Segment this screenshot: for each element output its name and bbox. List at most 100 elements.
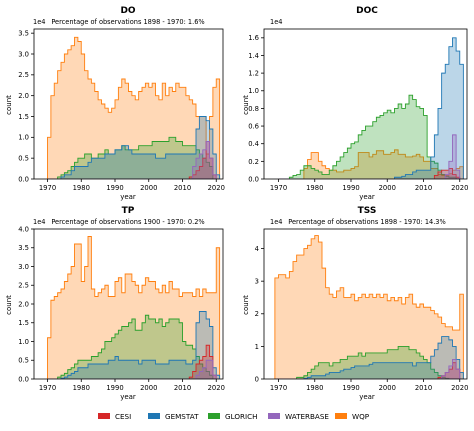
series-wqp bbox=[274, 235, 464, 379]
x-tick-label: 1990 bbox=[106, 384, 123, 392]
panel-title: DOC bbox=[356, 6, 378, 16]
x-tick-label: 2000 bbox=[140, 184, 157, 192]
y-tick-label: 3.5 bbox=[18, 244, 29, 252]
y-tick-label: 1.2 bbox=[248, 70, 259, 78]
plot-area bbox=[47, 36, 221, 179]
series-waterbase bbox=[274, 358, 464, 379]
y-tick-label: 0.5 bbox=[18, 357, 29, 365]
series-glorich bbox=[47, 314, 220, 379]
x-tick-label: 2010 bbox=[415, 184, 432, 192]
y-tick-label: 3.0 bbox=[18, 263, 29, 271]
plot-area bbox=[278, 37, 464, 179]
y-tick-label: 0.8 bbox=[248, 105, 259, 113]
series-wqp bbox=[47, 36, 221, 179]
legend-label-glorich: GLORICH bbox=[225, 412, 258, 421]
legend-swatch-gemstat bbox=[148, 413, 160, 419]
x-tick-label: 2000 bbox=[379, 184, 396, 192]
y-tick-label: 2 bbox=[255, 310, 259, 318]
x-tick-label: 1990 bbox=[106, 184, 123, 192]
series-glorich bbox=[278, 94, 464, 179]
x-tick-label: 1970 bbox=[270, 184, 287, 192]
y-tick-label: 1.0 bbox=[248, 87, 259, 95]
panel-do: DO Percentage of observations 1898 - 197… bbox=[5, 6, 225, 201]
legend-label-cesi: CESI bbox=[115, 412, 131, 421]
x-tick-label: 1970 bbox=[39, 184, 56, 192]
x-tick-label: 2020 bbox=[451, 384, 468, 392]
x-tick-label: 1980 bbox=[306, 184, 323, 192]
y-tick-label: 3 bbox=[255, 278, 259, 286]
y-multiplier: 1e4 bbox=[33, 18, 45, 26]
y-tick-label: 2.5 bbox=[18, 71, 29, 79]
legend-swatch-glorich bbox=[208, 413, 220, 419]
legend-swatch-cesi bbox=[98, 413, 110, 419]
y-tick-label: 2.5 bbox=[18, 282, 29, 290]
series-gemstat bbox=[274, 336, 464, 379]
plot-area bbox=[47, 236, 221, 379]
x-tick-label: 2020 bbox=[208, 184, 225, 192]
x-tick-label: 2000 bbox=[379, 384, 396, 392]
y-multiplier: 1e4 bbox=[33, 218, 45, 226]
x-axis-label: year bbox=[120, 393, 136, 401]
x-tick-label: 2020 bbox=[208, 384, 225, 392]
panel-subtitle: Percentage of observations 1900 - 1970: … bbox=[51, 218, 204, 226]
series-cesi bbox=[47, 344, 220, 379]
y-tick-label: 1.0 bbox=[18, 134, 29, 142]
y-tick-label: 1.0 bbox=[18, 338, 29, 346]
panel-doc: DOC 1e4 year count 1970 1980 1990 2000 2010 2… bbox=[242, 6, 468, 201]
panel-subtitle: Percentage of observations 1898 - 1970: … bbox=[288, 218, 446, 226]
series-waterbase bbox=[47, 359, 220, 379]
panel-tp: TP Percentage of observations 1900 - 197… bbox=[5, 206, 225, 401]
panel-subtitle: Percentage of observations 1898 - 1970: … bbox=[51, 18, 204, 26]
axes-frame bbox=[263, 228, 468, 380]
x-axis-label: year bbox=[120, 193, 136, 201]
y-tick-label: 3.0 bbox=[18, 50, 29, 58]
y-tick-label: 1.5 bbox=[18, 319, 29, 327]
y-axis-label: count bbox=[242, 295, 250, 315]
x-tick-label: 1980 bbox=[306, 384, 323, 392]
x-tick-label: 2010 bbox=[174, 184, 191, 192]
axes-frame bbox=[263, 28, 468, 180]
legend-swatch-waterbase bbox=[268, 413, 280, 419]
x-tick-label: 1980 bbox=[73, 384, 90, 392]
y-tick-label: 0.0 bbox=[18, 175, 29, 183]
y-tick-label: 4 bbox=[255, 245, 259, 253]
panel-title: TP bbox=[122, 206, 135, 216]
legend: CESI GEMSTAT GLORICH WATERBASE WQP bbox=[98, 412, 370, 421]
x-tick-label: 2020 bbox=[451, 184, 468, 192]
x-tick-label: 2010 bbox=[415, 384, 432, 392]
y-tick-label: 0.0 bbox=[248, 175, 259, 183]
legend-swatch-wqp bbox=[335, 413, 347, 419]
x-tick-label: 1990 bbox=[342, 384, 359, 392]
x-tick-label: 1970 bbox=[39, 384, 56, 392]
series-gemstat bbox=[278, 37, 464, 179]
y-tick-label: 1.6 bbox=[248, 34, 259, 42]
series-gemstat bbox=[47, 116, 221, 179]
legend-label-waterbase: WATERBASE bbox=[285, 412, 329, 421]
y-tick-label: 3.5 bbox=[18, 30, 29, 38]
series-glorich bbox=[274, 345, 464, 379]
series-waterbase bbox=[47, 141, 220, 179]
y-tick-label: 2.0 bbox=[18, 92, 29, 100]
legend-label-wqp: WQP bbox=[352, 412, 370, 421]
y-tick-label: 0.5 bbox=[18, 155, 29, 163]
y-tick-label: 1.5 bbox=[18, 113, 29, 121]
y-multiplier: 1e4 bbox=[270, 18, 282, 26]
panel-title: TSS bbox=[358, 206, 377, 216]
y-tick-label: 1 bbox=[255, 343, 259, 351]
y-tick-label: 1.4 bbox=[248, 52, 259, 60]
y-multiplier: 1e4 bbox=[270, 218, 282, 226]
panel-title: DO bbox=[120, 6, 135, 16]
x-tick-label: 2000 bbox=[140, 384, 157, 392]
legend-label-gemstat: GEMSTAT bbox=[165, 412, 199, 421]
y-tick-label: 0.2 bbox=[248, 158, 259, 166]
y-tick-label: 0.4 bbox=[248, 140, 259, 148]
x-axis-label: year bbox=[359, 393, 375, 401]
y-axis-label: count bbox=[242, 95, 250, 115]
x-tick-label: 1970 bbox=[270, 384, 287, 392]
panel-tss: TSS Percentage of observations 1898 - 19… bbox=[242, 206, 468, 401]
y-tick-label: 4.0 bbox=[18, 225, 29, 233]
x-tick-label: 1990 bbox=[342, 184, 359, 192]
plot-area bbox=[274, 235, 464, 379]
series-waterbase bbox=[278, 134, 464, 179]
